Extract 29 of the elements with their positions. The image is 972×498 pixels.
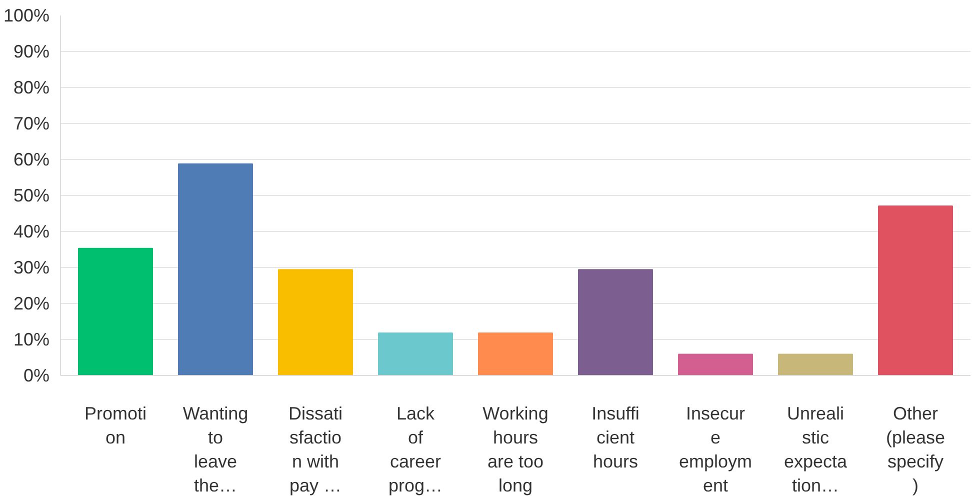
bar [878, 205, 953, 376]
bar [578, 269, 653, 376]
bar [678, 354, 753, 376]
y-tick-label: 70% [13, 114, 50, 134]
bar [178, 163, 253, 376]
y-tick-label: 40% [13, 222, 50, 242]
y-tick-label: 0% [23, 366, 50, 386]
x-tick-label: Unreali stic expecta tion… [784, 404, 848, 496]
x-tick-label: Promoti on [84, 404, 147, 448]
bar [278, 269, 353, 376]
x-tick-label: Lack of career prog… [388, 404, 443, 496]
y-tick-label: 90% [13, 42, 50, 62]
bar [378, 332, 453, 376]
bar [478, 332, 553, 376]
x-tick-label: Insecur e employm ent [678, 404, 752, 496]
y-tick-label: 80% [13, 78, 50, 98]
y-tick-label: 100% [3, 6, 50, 26]
x-tick-label: Dissati sfactio n with pay … [288, 404, 343, 496]
bar [778, 354, 853, 376]
y-tick-label: 20% [13, 294, 50, 314]
y-tick-label: 60% [13, 150, 50, 170]
x-tick-label: Insuffi cient hours [592, 404, 640, 472]
x-tick-label: Other (please specify ) [886, 404, 946, 496]
bar [78, 248, 153, 376]
x-tick-label: Working hours are too long [482, 404, 548, 496]
x-tick-label: Wanting to leave the… [182, 404, 248, 496]
y-tick-label: 50% [13, 186, 50, 206]
y-tick-label: 30% [13, 258, 50, 278]
y-tick-label: 10% [13, 330, 50, 350]
